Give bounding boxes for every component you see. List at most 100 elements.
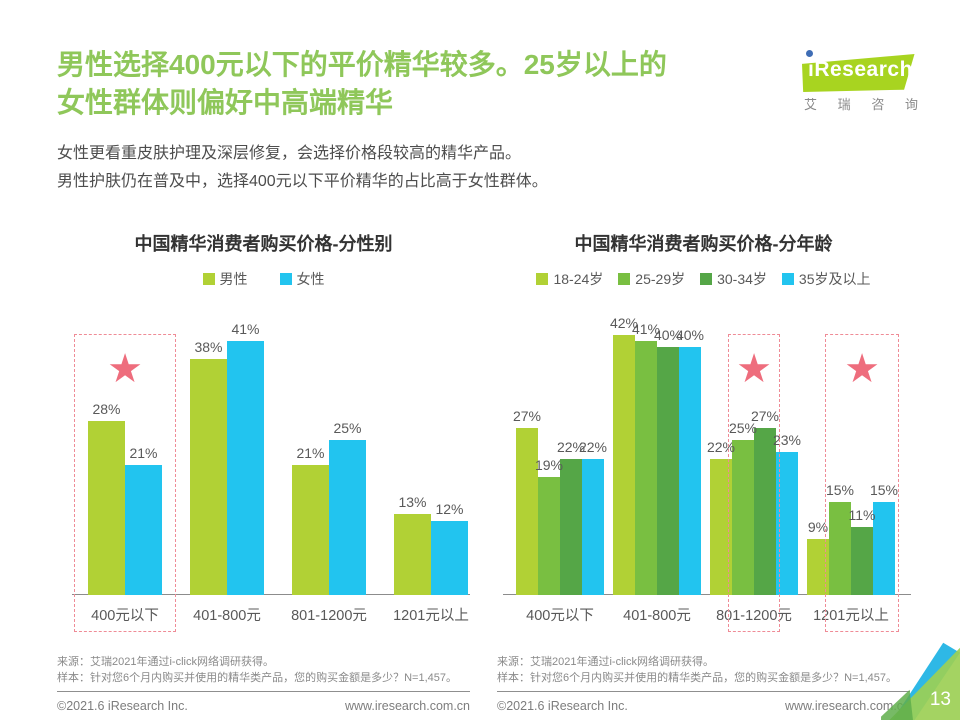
bar-value-label: 23% [772,432,802,448]
bar-value-label: 41% [631,321,661,337]
bar-value-label: 22% [556,439,586,455]
bar-30-34岁-801-1200元 [754,428,776,595]
legend-item: 18-24岁 [536,269,603,289]
bar-value-label: 25% [728,420,758,436]
footer: 来源：艾瑞2021年通过i-click网络调研获得。样本：针对您6个月内购买并使… [57,654,910,713]
logo-chinese-char: 艾 [804,97,818,112]
x-axis-line [72,594,470,595]
bar-18-24岁-1201元以上 [807,539,829,595]
logo-chinese-char: 询 [904,97,918,112]
chart-by-gender: 中国精华消费者购买价格-分性别 男性 女性 28% 21% 38% 41% 21% 25% 1… [57,230,470,632]
charts-section: 中国精华消费者购买价格-分性别 男性 女性 28% 21% 38% 41% 21% 25% 1… [57,230,960,632]
footer-left: 来源：艾瑞2021年通过i-click网络调研获得。样本：针对您6个月内购买并使… [57,654,470,713]
legend-item: 35岁及以上 [781,269,871,289]
chart-title: 中国精华消费者购买价格-分性别 [134,234,393,254]
category-label: 401-800元 [193,608,261,624]
bar-30-34岁-1201元以上 [851,527,873,595]
sample-line: 样本：针对您6个月内购买并使用的精华类产品，您的购买金额是多少？N=1,457。 [497,672,898,684]
bar-男性-1201元以上 [394,514,431,595]
chart-legend: 18-24岁 25-29岁 30-34岁 35岁及以上 [497,270,910,287]
category-label: 1201元以上 [813,608,889,624]
bar-value-label: 15% [869,482,899,498]
intro-line2: 男性护肤仍在普及中，选择400元以下平价精华的占比高于女性群体。 [57,173,548,190]
bar-30-34岁-400元以下 [560,459,582,595]
logo-chinese-name: 艾瑞咨询 [804,94,918,113]
chart-category-axis: 400元以下 401-800元 801-1200元 1201元以上 [57,595,470,631]
source-note: 来源：艾瑞2021年通过i-click网络调研获得。 样本：针对您6个月内购买并使… [497,654,910,686]
sample-line: 样本：针对您6个月内购买并使用的精华类产品，您的购买金额是多少？N=1,457。 [57,672,458,684]
legend-label: 35岁及以上 [798,270,871,287]
bar-18-24岁-401-800元 [613,335,635,595]
bar-女性-400元以下 [125,465,162,595]
bar-35岁及以上-1201元以上 [873,502,895,595]
bar-value-label: 21% [296,445,325,461]
footer-divider [497,691,910,692]
bar-18-24岁-801-1200元 [710,459,732,595]
page-title-line1: 男性选择400元以下的平价精华较多。25岁以上的 [57,49,667,80]
category-label: 400元以下 [526,608,594,624]
bar-value-label: 19% [534,457,564,473]
bar-25-29岁-400元以下 [538,477,560,595]
bar-value-label: 40% [675,327,705,343]
chart-legend: 男性 女性 [57,270,470,287]
legend-label: 25-29岁 [635,270,686,287]
bar-男性-801-1200元 [292,465,329,595]
bar-value-label: 25% [333,420,362,436]
bar-value-label: 28% [92,401,121,417]
bar-value-label: 42% [609,315,639,331]
website-text: www.iresearch.com.cn [784,699,910,713]
source-note: 来源：艾瑞2021年通过i-click网络调研获得。样本：针对您6个月内购买并使… [57,654,470,686]
logo-chinese-char: 咨 [871,97,885,112]
bar-value-label: 21% [129,445,158,461]
logo-brand-text: ıResearch [808,58,913,81]
footer-right: 来源：艾瑞2021年通过i-click网络调研获得。 样本：针对您6个月内购买并使… [497,654,910,713]
page-title: 男性选择400元以下的平价精华较多。25岁以上的 女性群体则偏好中高端精华 [0,0,960,122]
bar-男性-400元以下 [88,421,125,595]
category-label: 400元以下 [91,608,159,624]
legend-label: 18-24岁 [553,270,604,287]
bar-25-29岁-801-1200元 [732,440,754,595]
bar-value-label: 22% [578,439,608,455]
legend-item: 30-34岁 [700,269,767,289]
bar-女性-401-800元 [227,341,264,595]
intro-text: 女性更看重皮肤护理及深层修复，会选择价格段较高的精华产品。 男性护肤仍在普及中，选… [57,140,960,196]
website-text: www.iresearch.com.cn [344,699,470,713]
copyright-text: ©2021.6 iResearch Inc. [497,699,628,713]
legend-swatch-icon [202,272,215,285]
bar-value-label: 40% [653,327,683,343]
category-label: 801-1200元 [291,608,367,624]
source-line: 来源：艾瑞2021年通过i-click网络调研获得。 [57,656,274,668]
bar-男性-401-800元 [190,359,227,595]
footer-divider [57,691,470,692]
bar-35岁及以上-801-1200元 [776,452,798,595]
legend-swatch-icon [618,272,631,285]
bar-value-label: 15% [825,482,855,498]
bar-value-label: 13% [398,494,427,510]
bar-value-label: 27% [750,408,780,424]
bar-25-29岁-401-800元 [635,341,657,595]
star-icon: ★ [844,347,880,391]
legend-item: 女性 [279,269,325,289]
bar-value-label: 27% [512,408,542,424]
chart-plot-area: 27% 19% 22% 22% 42% 41% 40% 40% 22% 25% 27% 23% 9% 15… [497,300,911,632]
category-label: 401-800元 [623,608,691,624]
bar-value-label: 9% [807,519,829,535]
legend-swatch-icon [279,272,292,285]
copyright-text: ©2021.6 iResearch Inc. [57,699,188,713]
star-icon: ★ [107,347,143,391]
page-title-line2: 女性群体则偏好中高端精华 [57,87,394,118]
bar-女性-1201元以上 [431,521,468,595]
chart-plot-area: 28% 21% 38% 41% 21% 25% 13% 12% ★ [57,300,470,632]
logo-i-dot [806,50,813,57]
bar-18-24岁-400元以下 [516,428,538,595]
iresearch-logo: ıResearch 艾 瑞 咨 询 [800,46,920,112]
bar-女性-801-1200元 [329,440,366,595]
legend-item: 男性 [202,269,248,289]
chart-title: 中国精华消费者购买价格-分年龄 [574,234,833,254]
legend-label: 女性 [296,270,325,287]
chart-by-age: 中国精华消费者购买价格-分年龄 18-24岁 25-29岁 30-34岁 35岁及以上… [497,230,911,632]
legend-swatch-icon [781,272,794,285]
bar-value-label: 38% [194,339,223,355]
bar-value-label: 22% [706,439,736,455]
